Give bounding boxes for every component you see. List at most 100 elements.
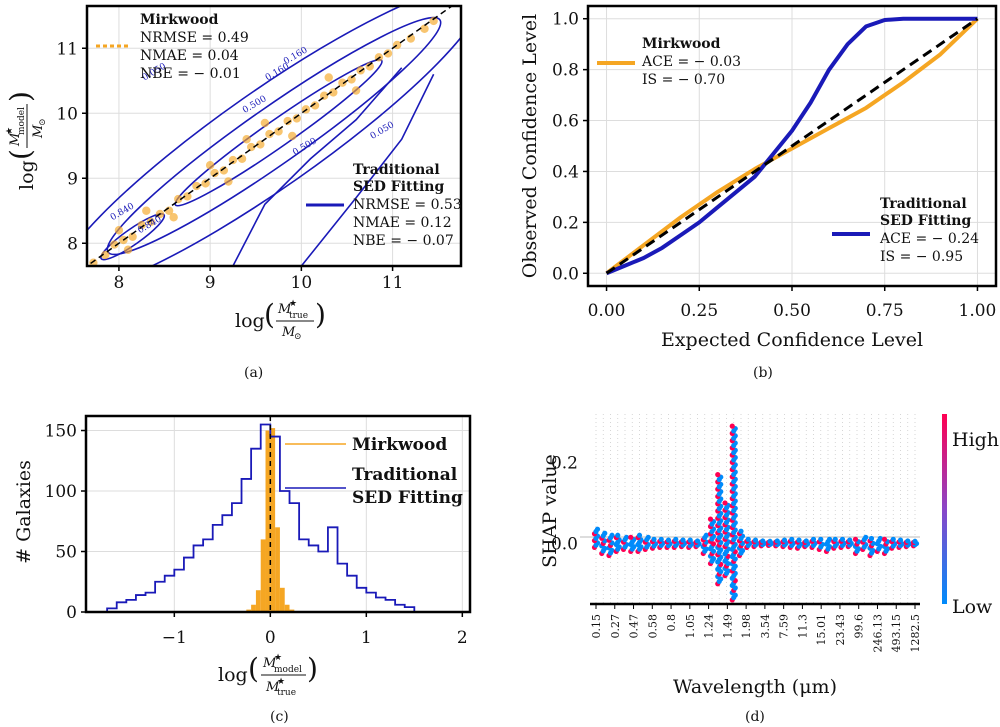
shap-point-0-8 xyxy=(594,526,601,532)
shap-point-8-4 xyxy=(651,536,657,542)
svg-text:true: true xyxy=(289,311,308,321)
shap-point-19-72 xyxy=(729,423,735,429)
shap-point-26-4 xyxy=(781,537,788,543)
shap-point-25-4 xyxy=(774,538,780,544)
scatter-point-36 xyxy=(429,16,438,26)
wavelength-tick-label: 246.13 xyxy=(871,614,884,653)
wavelength-tick-label: 0.8 xyxy=(665,614,678,632)
shap-point-38-7 xyxy=(868,535,875,542)
shap-point-39-5 xyxy=(877,535,883,542)
contour-tail-0 xyxy=(232,67,403,266)
scatter-point-37 xyxy=(142,206,151,215)
x-tick-label: 0.00 xyxy=(588,301,626,321)
sed-calibration-line xyxy=(605,16,978,276)
wavelength-tick-label: 11.3 xyxy=(796,614,809,639)
axes-frame-c xyxy=(84,414,472,614)
x-tick-label: 0 xyxy=(265,628,276,648)
contour-label-3: 0.840 xyxy=(109,201,137,223)
xlabel-b: Expected Confidence Level xyxy=(661,329,923,351)
shap-beeswarm xyxy=(591,423,920,603)
scatter-point-40 xyxy=(224,177,233,186)
scatter-point-26 xyxy=(329,88,338,97)
xlabel-d: Wavelength (μm) xyxy=(673,676,837,698)
grid-d xyxy=(595,414,916,604)
shap-point-32-5 xyxy=(826,536,833,542)
svg-text:⊙: ⊙ xyxy=(294,332,302,342)
ideal-calibration-line xyxy=(605,17,979,275)
panel-c: −1 0 1 2 0 50 100 150 Mirkwood Traditional SED … xyxy=(13,414,472,725)
panel-d: 0.0 0.2 0.15 0.27 0.47 0.58 0.8 1.05 1.24 1.49 1.9… xyxy=(539,414,999,725)
x-tick-label: 0.50 xyxy=(773,301,811,321)
wavelength-tick-label: 23.43 xyxy=(834,614,847,646)
x-tick-label: 0.75 xyxy=(866,301,904,321)
ylabel-a: log ( M ★ model M ⊙ ) xyxy=(4,91,48,190)
scatter-point-46 xyxy=(123,245,133,254)
shap-point-4-5 xyxy=(623,534,630,540)
y-tick-label: 11 xyxy=(56,39,78,59)
y-tick-label: 0.8 xyxy=(552,61,579,81)
scatter-point-18 xyxy=(256,140,265,149)
svg-text:log: log xyxy=(16,160,38,190)
y-tick-label: 150 xyxy=(45,422,77,442)
scatter-point-38 xyxy=(169,213,178,222)
y-tick-label: 8 xyxy=(67,234,78,254)
shap-point-24-4 xyxy=(767,538,773,544)
shap-point-33-4 xyxy=(832,536,838,542)
shap-point-44-4 xyxy=(912,538,918,544)
svg-text:★: ★ xyxy=(5,127,15,135)
shap-point-35-4 xyxy=(847,537,853,543)
scatter-point-2 xyxy=(110,240,119,249)
legend-sed-stat-0: NRMSE = 0.53 xyxy=(353,197,462,213)
scatter-point-47 xyxy=(242,135,251,144)
shap-point-17-45 xyxy=(715,472,721,478)
scatter-point-14 xyxy=(219,166,229,175)
ylabel-c: # Galaxies xyxy=(13,460,35,564)
scatter-point-5 xyxy=(137,220,146,230)
svg-text:★: ★ xyxy=(274,653,282,663)
svg-text:M: M xyxy=(8,132,23,147)
ticks-b: 0.00 0.25 0.50 0.75 1.00 0.0 0.2 0.4 0.6 0.8 1.0 xyxy=(552,10,996,321)
shap-point-7-5 xyxy=(645,534,651,540)
shap-point-37-5 xyxy=(863,534,869,540)
wavelength-tick-label: 0.47 xyxy=(628,614,641,639)
scatter-point-27 xyxy=(338,78,347,87)
mirkwood-bar-8 xyxy=(284,604,290,612)
scatter-point-44 xyxy=(351,86,361,95)
mirkwood-scatter xyxy=(89,16,438,266)
svg-text:M: M xyxy=(281,325,296,340)
shap-point-15-8 xyxy=(703,532,709,538)
legend-sed-stat-1: NMAE = 0.12 xyxy=(353,215,452,231)
scatter-point-35 xyxy=(420,24,429,33)
scatter-point-39 xyxy=(205,161,215,170)
y-tick-label: 10 xyxy=(56,104,78,124)
wavelength-tick-label: 1.05 xyxy=(684,614,697,639)
shap-point-41-4 xyxy=(890,536,896,542)
mirkwood-bar-2 xyxy=(255,590,261,612)
shap-point-31-4 xyxy=(818,536,824,542)
shap-point-30-4 xyxy=(810,536,817,542)
ticks-c: −1 0 1 2 0 50 100 150 xyxy=(45,422,468,648)
svg-text:★: ★ xyxy=(289,299,297,309)
legend-sed-stat-2: NBE = − 0.07 xyxy=(353,233,454,249)
scatter-point-17 xyxy=(246,142,256,152)
legend-b-sed-name-line1: Traditional xyxy=(880,196,967,212)
wavelength-tick-label: 493.15 xyxy=(890,614,903,653)
scatter-point-30 xyxy=(365,62,374,71)
wavelength-tick-label: 1.24 xyxy=(703,614,716,639)
shap-point-3-7 xyxy=(615,532,621,538)
shap-point-23-4 xyxy=(760,538,766,544)
legend-b-sed-stat-0: ACE = − 0.24 xyxy=(879,231,979,247)
svg-text:log: log xyxy=(218,664,248,686)
wavelength-tick-label: 1282.5 xyxy=(909,614,922,653)
shap-point-21-4 xyxy=(745,536,751,542)
shap-point-18-30 xyxy=(722,500,728,506)
x-tick-label: 1 xyxy=(361,628,372,648)
wavelength-tick-label: 1.98 xyxy=(740,614,753,639)
svg-text:true: true xyxy=(277,688,296,698)
panel-label-c: (c) xyxy=(270,709,289,725)
legend-mirkwood-stat-0: NRMSE = 0.49 xyxy=(140,30,249,46)
shap-point-5-6 xyxy=(628,534,634,540)
wavelength-tick-label: 7.59 xyxy=(778,614,791,639)
legend-mirkwood-name: Mirkwood xyxy=(140,12,219,28)
